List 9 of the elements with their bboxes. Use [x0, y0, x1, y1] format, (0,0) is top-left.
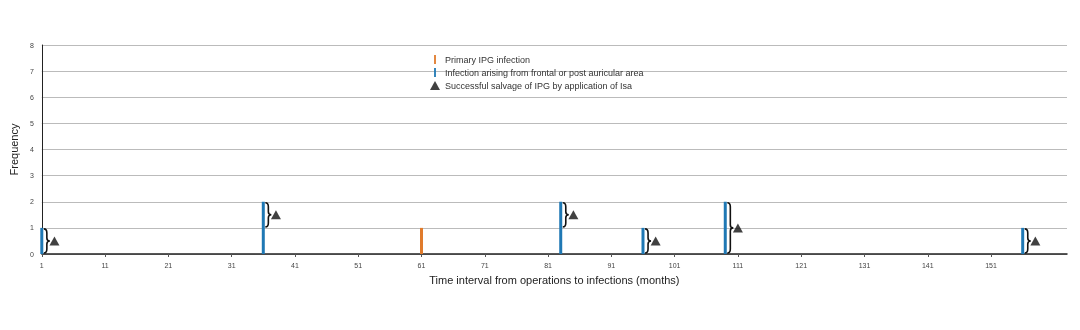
legend-label: Successful salvage of IPG by application of Isa — [445, 80, 633, 91]
legend-label: Infection arising from frontal or post auricular area — [445, 67, 644, 78]
point — [568, 210, 579, 220]
legend-label: Primary IPG infection — [445, 54, 531, 65]
point — [270, 210, 281, 220]
point — [650, 236, 661, 246]
point — [732, 223, 743, 233]
y-axis-title: Frequency — [7, 123, 20, 176]
x-axis-title: Time interval from operations to infections (months) — [429, 273, 680, 286]
